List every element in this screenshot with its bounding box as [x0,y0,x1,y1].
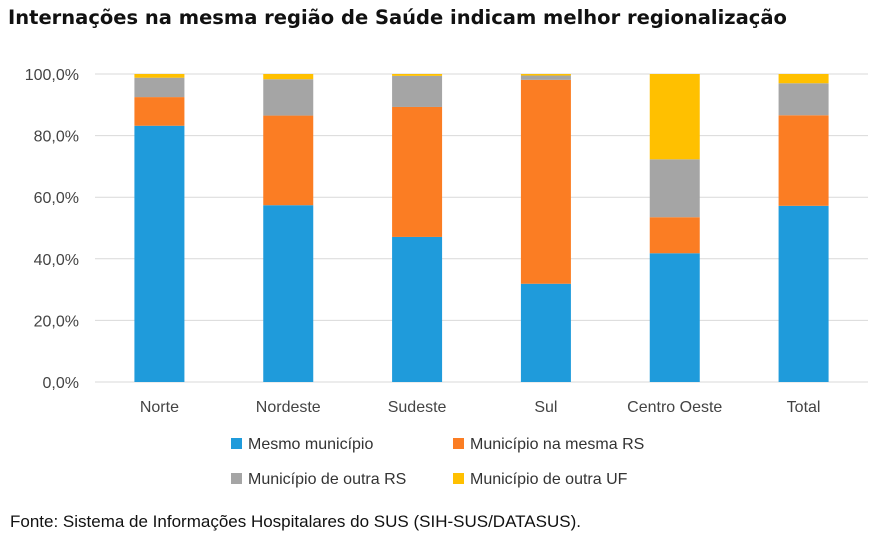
legend-swatch [231,438,242,449]
bar-segment-4-3 [649,74,700,160]
y-tick-label: 100,0% [25,67,79,84]
bar-segment-2-1 [392,106,443,237]
bar-segment-0-3 [134,74,185,78]
x-tick-label: Sudeste [388,399,447,416]
x-tick-label: Norte [140,399,179,416]
bar-segment-0-2 [134,77,185,98]
x-axis-ticks: Norte Nordeste Sudeste Sul Centro Oeste Total [140,399,821,416]
bar-segment-0-0 [134,125,185,382]
bar-segment-4-0 [649,253,700,382]
x-tick-label: Sul [534,399,557,416]
bar-segment-4-1 [649,217,700,254]
bar-segment-1-2 [263,79,314,116]
bar-segment-4-2 [649,159,700,218]
legend-swatch [453,438,464,449]
bar-segment-1-0 [263,205,314,382]
bar-segment-5-1 [778,115,829,206]
grid-lines [95,73,868,383]
bar-segment-3-2 [520,75,571,80]
bar-segment-0-1 [134,97,185,126]
y-tick-label: 0,0% [43,375,79,392]
legend-swatch [231,473,242,484]
y-axis-ticks: 0,0% 20,0% 40,0% 60,0% 80,0% 100,0% [25,67,79,392]
y-tick-label: 40,0% [34,252,79,269]
bar-segment-2-2 [392,75,443,107]
bar-segment-5-2 [778,83,829,116]
legend-swatch [453,473,464,484]
x-tick-label: Nordeste [256,399,321,416]
y-tick-label: 60,0% [34,190,79,207]
bar-segment-3-1 [520,79,571,284]
legend-label: Município na mesma RS [470,436,644,453]
y-tick-label: 20,0% [34,313,79,330]
bar-segment-2-3 [392,74,443,76]
bar-segment-1-1 [263,115,314,206]
bar-segment-3-3 [520,74,571,76]
legend-label: Município de outra UF [470,471,628,488]
bars [134,74,829,382]
x-tick-label: Total [787,399,821,416]
x-tick-label: Centro Oeste [627,399,722,416]
bar-segment-2-0 [392,236,443,382]
legend-label: Município de outra RS [248,471,406,488]
source-note: Fonte: Sistema de Informações Hospitalar… [10,512,581,531]
bar-segment-1-3 [263,74,314,80]
bar-segment-3-0 [520,283,571,382]
y-tick-label: 80,0% [34,129,79,146]
legend-label: Mesmo município [248,436,373,453]
legend: Mesmo município Município na mesma RS Muni… [231,436,644,488]
bar-segment-5-0 [778,205,829,382]
chart-title: Internações na mesma região de Saúde ind… [8,6,787,29]
bar-segment-5-3 [778,74,829,84]
stacked-bar-chart: 0,0% 20,0% 40,0% 60,0% 80,0% 100,0% Norte Nord… [25,67,868,488]
